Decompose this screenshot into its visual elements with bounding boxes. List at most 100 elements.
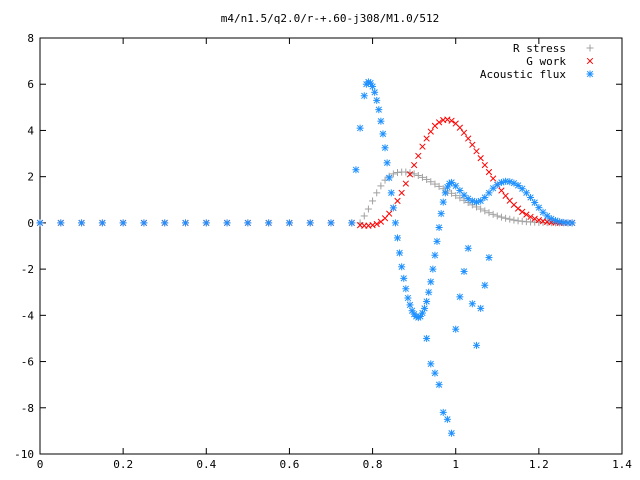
data-point bbox=[57, 219, 65, 227]
data-point bbox=[414, 172, 422, 180]
data-point bbox=[448, 429, 456, 437]
data-point bbox=[423, 297, 431, 305]
data-point bbox=[421, 304, 429, 312]
x-tick-label: 1.4 bbox=[612, 458, 632, 471]
data-point bbox=[435, 182, 443, 190]
data-point bbox=[429, 265, 437, 273]
legend-label: Acoustic flux bbox=[480, 68, 566, 81]
data-point bbox=[352, 166, 360, 174]
data-point bbox=[485, 254, 493, 262]
x-tick-label: 1 bbox=[452, 458, 459, 471]
data-point bbox=[448, 117, 455, 124]
data-point bbox=[400, 274, 408, 282]
data-point bbox=[439, 198, 447, 206]
data-point bbox=[182, 219, 189, 227]
data-point bbox=[489, 210, 497, 218]
legend-marker bbox=[586, 70, 594, 78]
data-point bbox=[425, 288, 433, 296]
data-point bbox=[443, 415, 451, 423]
x-tick-label: 0 bbox=[37, 458, 44, 471]
data-point bbox=[498, 187, 505, 194]
data-point bbox=[369, 222, 376, 229]
data-point bbox=[465, 135, 472, 142]
x-tick-label: 0.8 bbox=[363, 458, 383, 471]
data-point bbox=[398, 189, 405, 196]
data-point bbox=[394, 234, 402, 242]
data-point bbox=[456, 124, 464, 131]
data-point bbox=[406, 169, 414, 177]
data-point bbox=[377, 182, 385, 190]
x-tick-label: 0.2 bbox=[113, 458, 133, 471]
data-point bbox=[285, 219, 293, 227]
data-point bbox=[448, 189, 456, 197]
data-point bbox=[360, 92, 368, 100]
data-point bbox=[98, 219, 106, 227]
data-point bbox=[435, 119, 443, 126]
data-point bbox=[427, 360, 435, 368]
data-point bbox=[514, 205, 522, 212]
x-tick-label: 0.4 bbox=[196, 458, 216, 471]
data-point bbox=[452, 325, 460, 333]
data-point bbox=[519, 208, 526, 215]
x-tick-label: 1.2 bbox=[529, 458, 549, 471]
data-point bbox=[497, 178, 505, 186]
data-point bbox=[485, 168, 493, 176]
data-point bbox=[527, 213, 534, 221]
data-point bbox=[439, 408, 447, 416]
data-point bbox=[161, 219, 169, 227]
data-point bbox=[410, 170, 418, 178]
data-point bbox=[481, 281, 489, 289]
data-point bbox=[389, 204, 397, 212]
data-point bbox=[460, 129, 468, 136]
data-point bbox=[244, 219, 252, 227]
data-point bbox=[423, 135, 430, 142]
data-point bbox=[140, 219, 148, 227]
plot-frame bbox=[39, 37, 623, 455]
y-tick-label: 8 bbox=[27, 32, 34, 45]
axis-ticks: 0 0.2 0.4 0.6 0.8 1 1.2 1.4 8 6 4 2 0 -2 -4 -6 -8 -10 bbox=[14, 32, 632, 471]
legend-label: G work bbox=[526, 55, 566, 68]
data-point bbox=[387, 189, 395, 197]
data-point bbox=[373, 189, 381, 197]
data-point bbox=[394, 197, 401, 205]
data-point bbox=[441, 189, 449, 197]
data-point bbox=[423, 175, 431, 183]
data-point bbox=[456, 194, 464, 202]
data-point bbox=[418, 173, 426, 181]
data-point bbox=[381, 144, 389, 152]
data-point bbox=[371, 88, 379, 96]
data-point bbox=[402, 285, 410, 293]
data-point bbox=[427, 278, 435, 286]
y-tick-label: 6 bbox=[27, 78, 34, 91]
data-point bbox=[481, 207, 489, 215]
data-point bbox=[396, 249, 404, 257]
data-point bbox=[423, 334, 431, 342]
data-point bbox=[406, 171, 414, 178]
plot-border bbox=[39, 37, 623, 455]
data-point bbox=[510, 216, 518, 224]
data-point bbox=[202, 219, 210, 227]
y-tick-label: -4 bbox=[21, 309, 35, 322]
data-point bbox=[473, 341, 480, 349]
y-tick-label: 2 bbox=[27, 171, 34, 184]
data-point bbox=[456, 293, 464, 301]
data-point bbox=[373, 96, 381, 104]
data-point bbox=[433, 237, 441, 245]
data-point bbox=[398, 263, 406, 271]
data-point bbox=[379, 130, 387, 138]
data-point bbox=[410, 161, 418, 169]
data-point bbox=[391, 219, 399, 227]
data-point bbox=[522, 189, 530, 197]
data-point bbox=[327, 219, 335, 227]
data-point bbox=[468, 300, 476, 308]
data-point bbox=[119, 219, 127, 227]
data-point bbox=[369, 197, 377, 205]
series-2 bbox=[36, 78, 576, 437]
data-point bbox=[531, 215, 538, 222]
data-point bbox=[369, 83, 377, 91]
data-point bbox=[36, 219, 44, 227]
y-tick-label: 0 bbox=[27, 217, 34, 230]
y-tick-label: -6 bbox=[21, 356, 34, 369]
